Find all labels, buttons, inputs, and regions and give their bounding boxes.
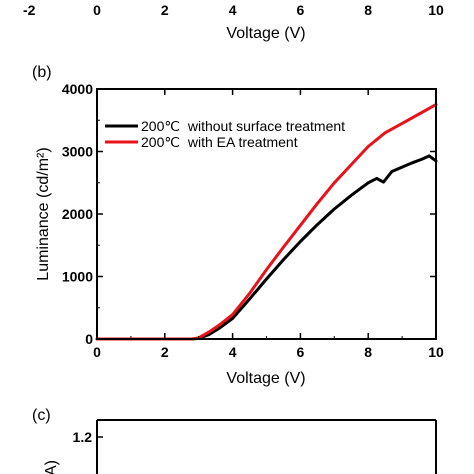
x-tick-label: 10 [428, 344, 444, 360]
series-line-0 [95, 154, 438, 341]
x-tick-label: 6 [297, 344, 305, 360]
y-tick-label: 1000 [62, 269, 93, 285]
top-x-tick-label: 0 [93, 2, 101, 18]
top-x-tick-label: 10 [428, 2, 444, 18]
y-tick-label: 2000 [62, 206, 93, 222]
top-x-tick-label: -2 [22, 2, 36, 18]
top-x-tick-label: 8 [364, 2, 373, 18]
legend-label-1: 200℃ with EA treatment [141, 134, 298, 150]
x-tick-label: 8 [364, 344, 372, 360]
x-tick-label: 2 [161, 344, 169, 360]
y-tick-label: 0 [85, 331, 93, 347]
top-x-axis-label: Voltage (V) [226, 25, 306, 42]
panel-label-b: (b) [32, 64, 52, 81]
series-line-1 [95, 103, 438, 341]
top-x-tick-label: 4 [228, 2, 237, 18]
y-tick-label: 3000 [62, 144, 93, 160]
x-tick-label: 4 [229, 344, 237, 360]
panel-label-c: (c) [32, 407, 51, 424]
x-axis-label: Voltage (V) [226, 370, 306, 387]
y-tick-label: 4000 [62, 81, 93, 97]
panel-c-ytick-label: 1.2 [73, 429, 93, 445]
top-x-tick-label: 2 [160, 2, 169, 18]
legend-label-0: 200℃ without surface treatment [141, 118, 345, 134]
panel-c-y-axis-label: A) [43, 460, 60, 474]
top-x-tick-label: 6 [296, 2, 305, 18]
x-tick-label: 0 [93, 344, 101, 360]
y-axis-label: Luminance (cd/m²) [35, 147, 52, 280]
